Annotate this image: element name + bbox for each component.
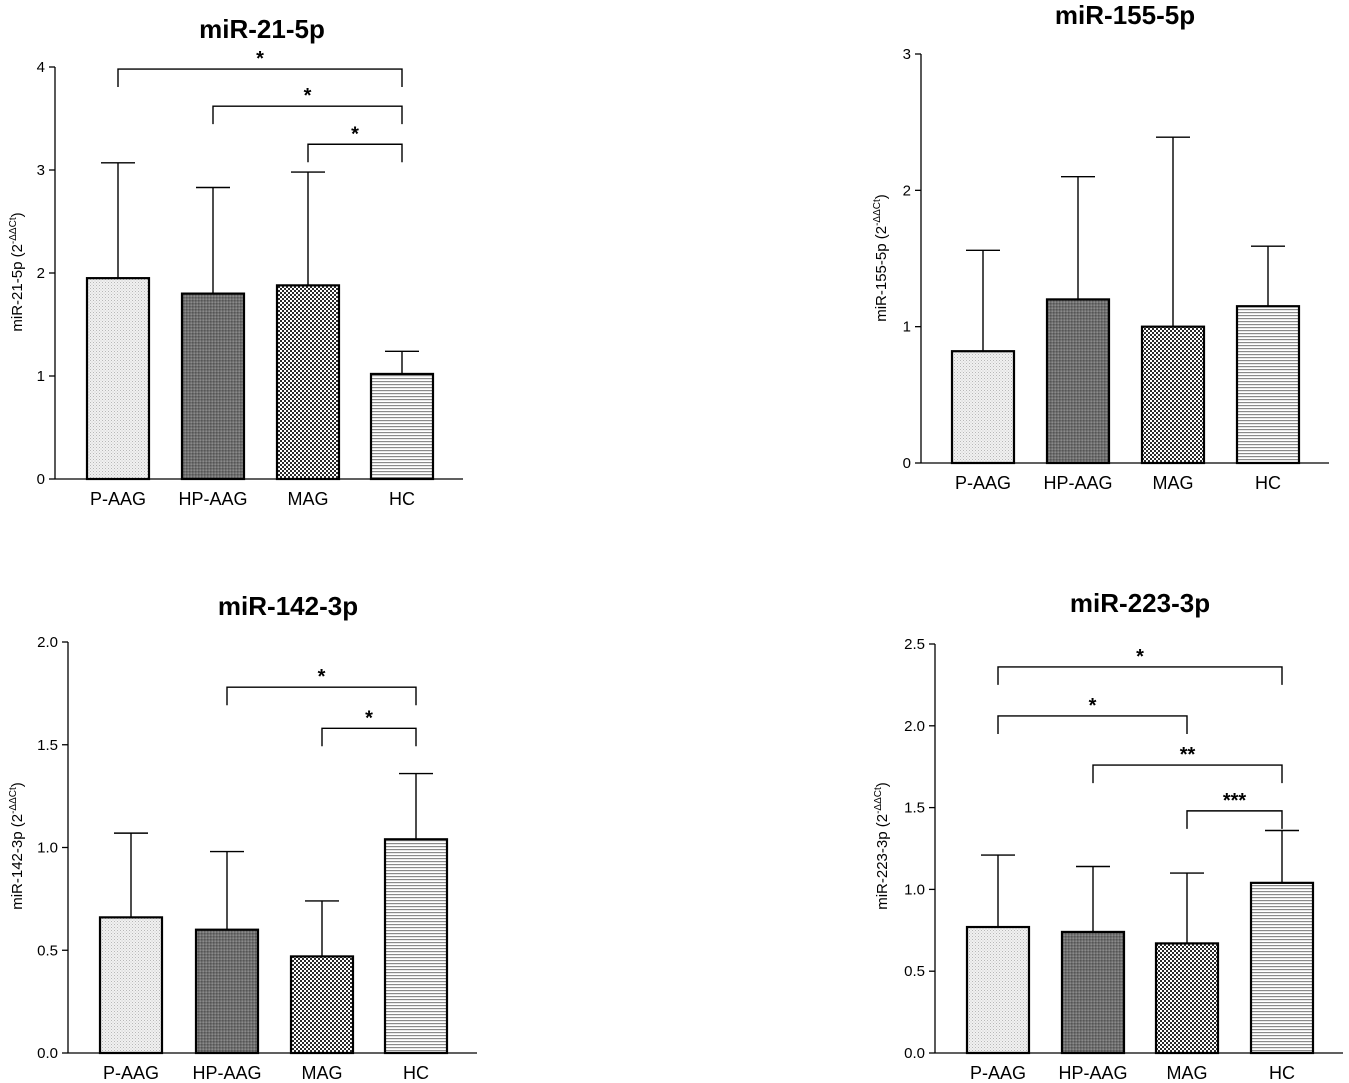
y-tick-label: 0.0: [904, 1045, 925, 1062]
y-tick-label: 1.0: [37, 840, 58, 857]
bar-MAG: [1154, 942, 1220, 1055]
bar-HC: [369, 372, 435, 481]
bar-P-AAG: [98, 916, 164, 1055]
chart-title: miR-223-3p: [1070, 588, 1210, 618]
x-tick-label: MAG: [287, 489, 328, 509]
significance-bracket: [1092, 764, 1283, 784]
y-tick-label: 2: [903, 182, 911, 199]
y-tick-label: 4: [37, 59, 45, 76]
y-tick-label: 1: [37, 368, 45, 385]
y-tick-label: 0.0: [37, 1045, 58, 1062]
y-axis-label-main: miR-21-5p (2: [9, 244, 26, 332]
x-tick-label: MAG: [1152, 473, 1193, 493]
significance-bracket: [307, 143, 403, 163]
x-tick-label: P-AAG: [103, 1063, 159, 1083]
y-tick-label: 2.5: [904, 636, 925, 653]
significance-label: *: [365, 707, 373, 729]
x-tick-label: HP-AAG: [178, 489, 247, 509]
y-tick-label: 3: [903, 46, 911, 63]
y-axis-label-sup: -ΔΔCt: [8, 217, 19, 244]
y-axis-label-main: miR-142-3p (2: [9, 814, 26, 910]
significance-label: *: [256, 48, 264, 70]
y-tick-label: 0.5: [37, 942, 58, 959]
x-tick-label: MAG: [301, 1063, 342, 1083]
y-tick-label: 0: [37, 471, 45, 488]
significance-label: *: [1089, 695, 1097, 717]
y-axis-label-close: ): [9, 212, 26, 217]
y-tick-label: 1.5: [37, 737, 58, 754]
bar-HP-AAG: [180, 292, 246, 481]
significance-bracket: [117, 68, 403, 88]
y-axis-label: miR-142-3p (2-ΔΔCt): [8, 782, 26, 910]
bar-MAG: [289, 955, 355, 1055]
y-axis-label-main: miR-155-5p (2: [873, 226, 890, 322]
bar-HP-AAG: [1045, 298, 1111, 465]
significance-label: **: [1180, 744, 1196, 766]
y-axis-label: miR-155-5p (2-ΔΔCt): [872, 194, 890, 322]
significance-bracket: [321, 727, 417, 747]
x-tick-label: HP-AAG: [192, 1063, 261, 1083]
x-tick-label: HC: [1255, 473, 1281, 493]
bar-MAG: [1140, 325, 1206, 465]
y-tick-label: 0: [903, 455, 911, 472]
panel-miR-155-5p: miR-155-5p 0 1 2 3 miR-155-5p (2-ΔΔCt) P-AAG HP…: [872, 0, 1329, 493]
significance-label: *: [1136, 646, 1144, 668]
y-tick-label: 2.0: [37, 634, 58, 651]
bar-P-AAG: [85, 277, 151, 481]
x-tick-label: HC: [403, 1063, 429, 1083]
x-tick-label: P-AAG: [955, 473, 1011, 493]
x-tick-label: MAG: [1166, 1063, 1207, 1083]
y-tick-label: 2: [37, 265, 45, 282]
x-tick-label: HP-AAG: [1058, 1063, 1127, 1083]
bar-HP-AAG: [1060, 930, 1126, 1055]
y-axis-label-main: miR-223-3p (2: [874, 814, 891, 910]
y-tick-label: 1.0: [904, 881, 925, 898]
panel-miR-21-5p: miR-21-5p 0 1 2 3 4 miR-21-5p (2-ΔΔCt) P-AAG HP-…: [8, 14, 463, 509]
bar-HP-AAG: [194, 928, 260, 1055]
significance-bracket: [997, 715, 1188, 734]
significance-bracket: [1186, 810, 1283, 829]
bar-HC: [383, 838, 449, 1055]
significance-label: *: [304, 85, 312, 107]
x-tick-label: HC: [389, 489, 415, 509]
chart-title: miR-142-3p: [218, 591, 358, 621]
bar-P-AAG: [950, 350, 1016, 465]
y-axis-label-close: ): [873, 194, 890, 199]
bar-HC: [1235, 305, 1301, 465]
y-tick-label: 3: [37, 162, 45, 179]
x-tick-label: P-AAG: [90, 489, 146, 509]
bar-P-AAG: [965, 925, 1031, 1055]
y-tick-label: 2.0: [904, 718, 925, 735]
y-axis-label-sup: -ΔΔCt: [8, 787, 19, 814]
significance-bracket: [226, 686, 417, 706]
significance-label: ***: [1223, 790, 1247, 812]
y-tick-label: 1.5: [904, 800, 925, 817]
y-axis-label-close: ): [874, 782, 891, 787]
y-axis-label-sup: -ΔΔCt: [872, 199, 883, 226]
y-tick-label: 0.5: [904, 963, 925, 980]
y-tick-label: 1: [903, 319, 911, 336]
chart-title: miR-21-5p: [199, 14, 325, 44]
panel-miR-142-3p: miR-142-3p 0.0 0.5 1.0 1.5 2.0 miR-142-3p (2-Δ…: [8, 591, 477, 1083]
bar-MAG: [275, 284, 341, 481]
x-tick-label: HC: [1269, 1063, 1295, 1083]
y-axis-label-sup: -ΔΔCt: [873, 787, 884, 814]
significance-bracket: [212, 105, 403, 125]
significance-label: *: [318, 666, 326, 688]
x-tick-label: HP-AAG: [1043, 473, 1112, 493]
chart-title: miR-155-5p: [1055, 0, 1195, 30]
y-axis-label: miR-223-3p (2-ΔΔCt): [873, 782, 891, 910]
significance-label: *: [351, 123, 359, 145]
y-axis-label-close: ): [9, 782, 26, 787]
x-tick-label: P-AAG: [970, 1063, 1026, 1083]
panel-miR-223-3p: miR-223-3p 0.0 0.5 1.0 1.5 2.0 2.5 miR-223-3p (…: [873, 588, 1343, 1083]
significance-bracket: [997, 666, 1283, 685]
bar-HC: [1249, 881, 1315, 1055]
y-axis-label: miR-21-5p (2-ΔΔCt): [8, 212, 26, 331]
